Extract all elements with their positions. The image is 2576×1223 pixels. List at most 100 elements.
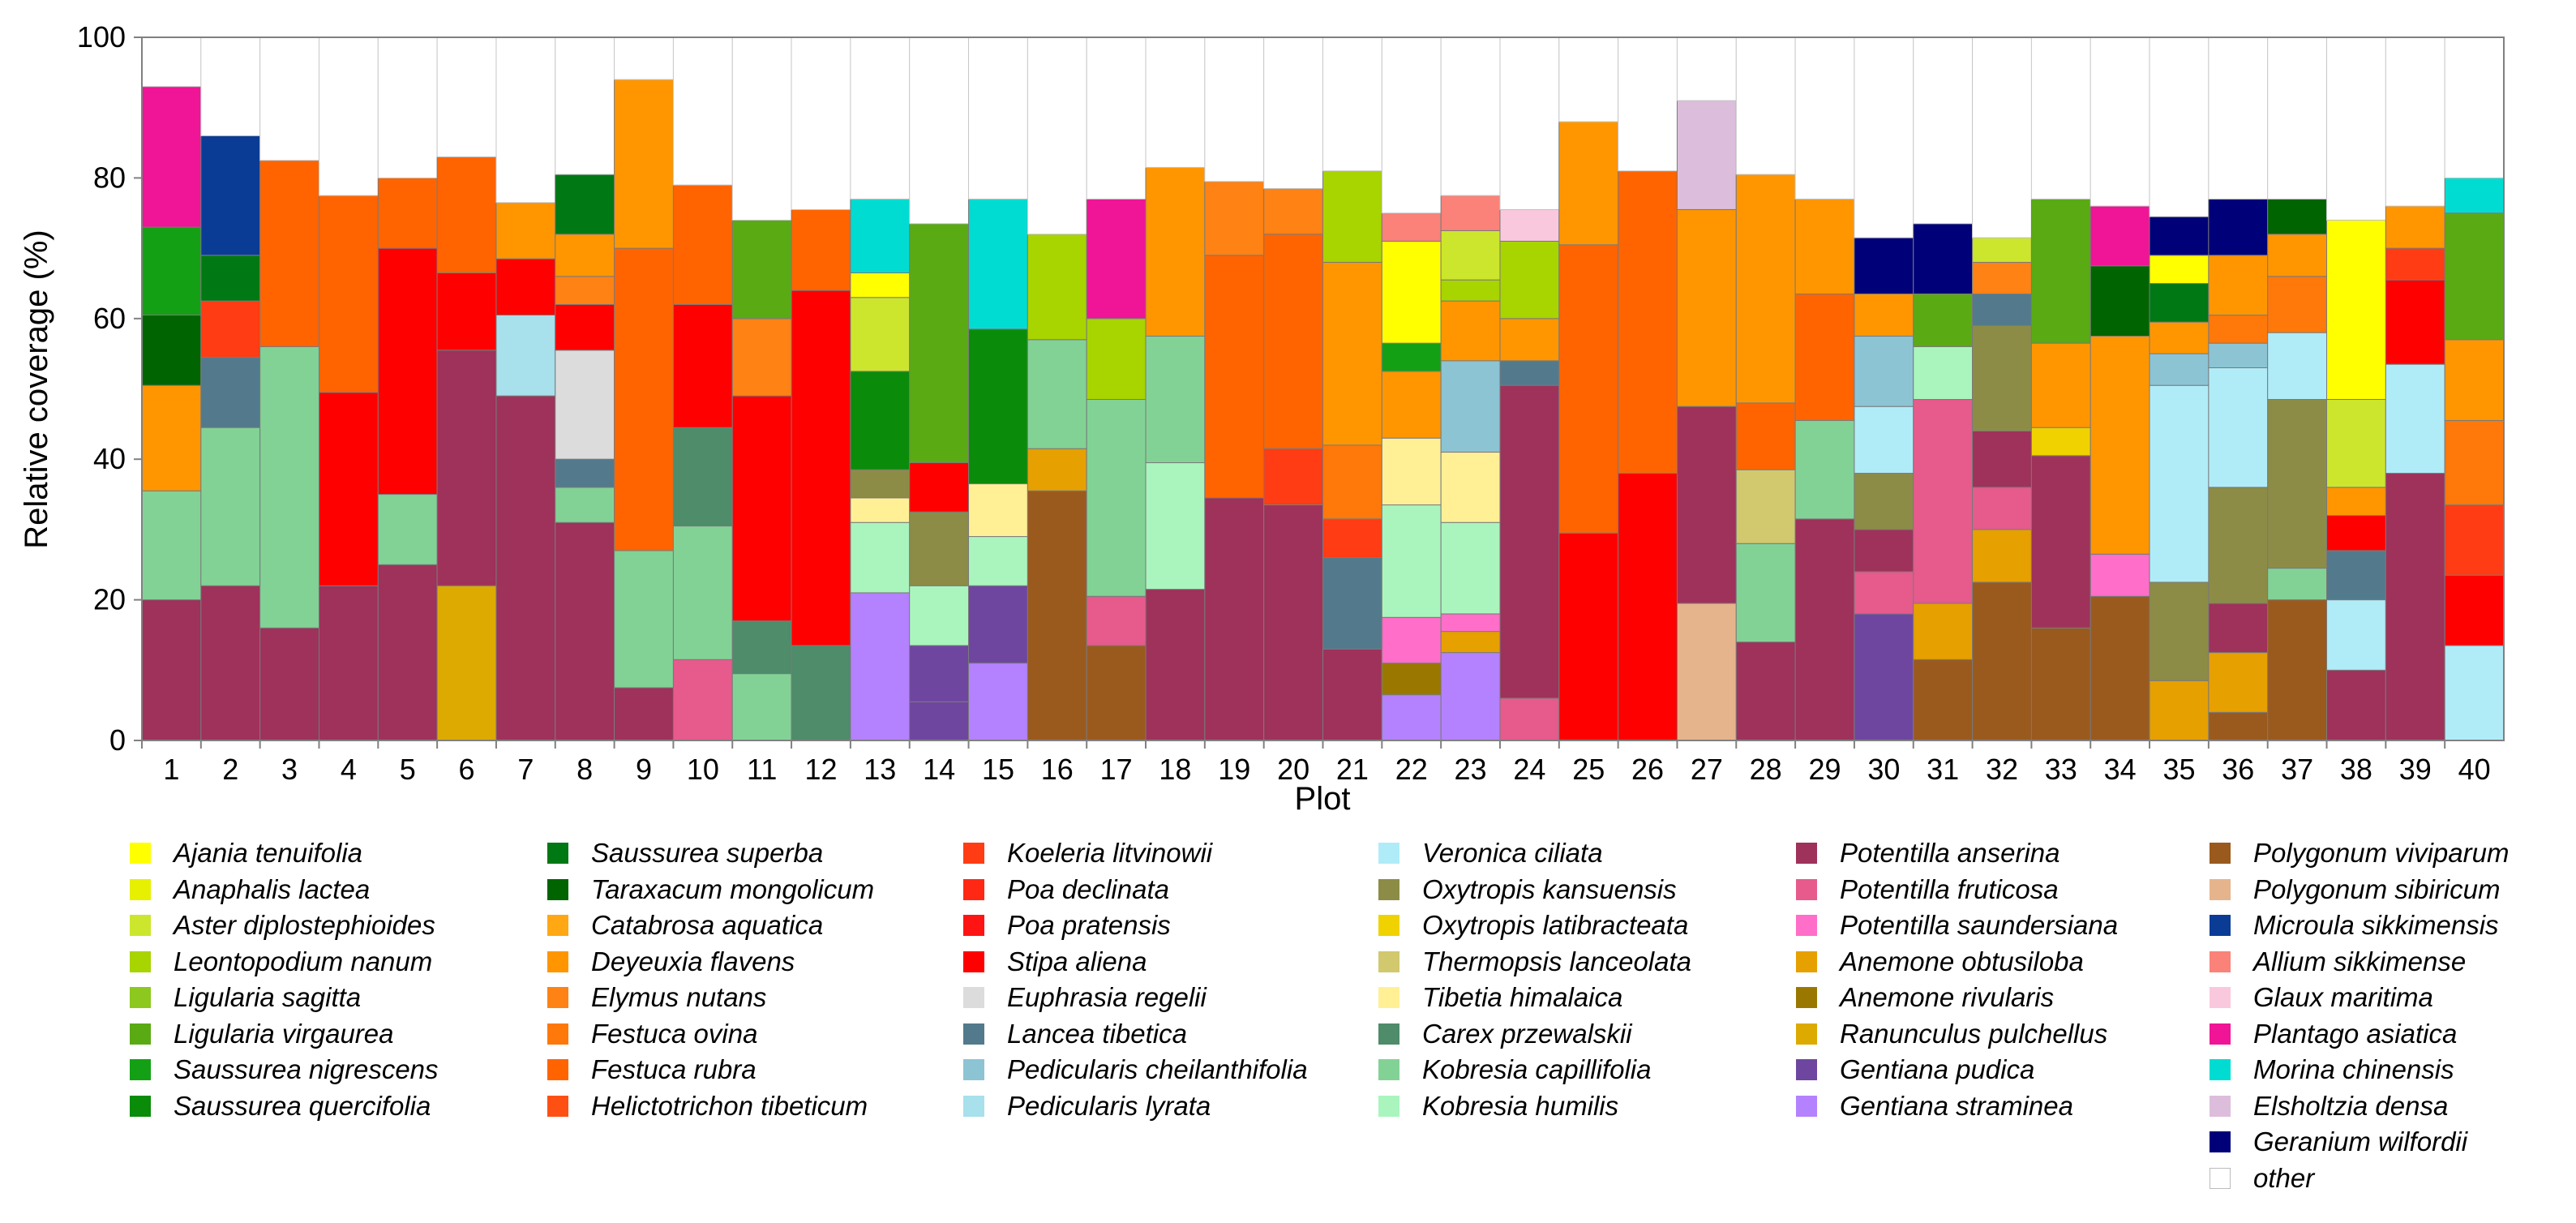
- legend-item-carex-przewalskii: Carex przewalskii: [1378, 1016, 1691, 1053]
- bar-plot-8-other: [555, 36, 615, 175]
- bar-plot-39-deyeuxia-flavens: [2385, 205, 2445, 249]
- legend-item-helictotrichon-tibeticum: Helictotrichon tibeticum: [547, 1088, 874, 1125]
- bar-plot-39-veronica-ciliata: [2385, 363, 2445, 474]
- bar-plot-13-saussurea-quercifolia: [850, 371, 911, 470]
- bar-plot-22-saussurea-nigrescens: [1381, 342, 1442, 372]
- legend-label-anemone-rivularis: Anemone rivularis: [1840, 982, 2055, 1013]
- bar-plot-9-kobresia-capillifolia: [614, 550, 674, 689]
- bar-plot-13-other: [850, 36, 911, 200]
- bar-plot-7-potentilla-anserina: [495, 395, 556, 741]
- legend-item-ligularia-virgaurea: Ligularia virgaurea: [130, 1016, 439, 1053]
- legend-label-oxytropis-latibracteata: Oxytropis latibracteata: [1422, 910, 1689, 941]
- bar-plot-25-other: [1558, 36, 1619, 122]
- bar-plot-16-other: [1027, 36, 1087, 235]
- legend-item-anemone-rivularis: Anemone rivularis: [1796, 980, 2118, 1016]
- legend-item-festuca-rubra: Festuca rubra: [547, 1052, 874, 1088]
- legend-label-morina-chinensis: Morina chinensis: [2253, 1054, 2454, 1085]
- bar-plot-29-deyeuxia-flavens: [1794, 198, 1855, 294]
- x-tick-label-20: 20: [1277, 753, 1309, 786]
- bar-plot-10-kobresia-capillifolia: [672, 526, 733, 660]
- bar-plot-31-other: [1913, 36, 1974, 225]
- legend-item-gentiana-straminea: Gentiana straminea: [1796, 1088, 2118, 1125]
- legend-item-catabrosa-aquatica: Catabrosa aquatica: [547, 908, 874, 944]
- legend-swatch-ajania-tenuifolia: [130, 843, 151, 865]
- legend-label-thermopsis-lanceolata: Thermopsis lanceolata: [1422, 946, 1691, 976]
- bar-plot-37-taraxacum-mongolicum: [2267, 198, 2328, 235]
- bar-plot-21-deyeuxia-flavens: [1322, 261, 1382, 446]
- legend-swatch-stipa-aliena: [963, 951, 984, 972]
- bar-plot-13-oxytropis-kansuensis: [850, 469, 911, 499]
- legend-label-saussurea-nigrescens: Saussurea nigrescens: [174, 1054, 439, 1085]
- legend-swatch-potentilla-saundersiana: [1796, 915, 1817, 937]
- bar-plot-1-other: [141, 36, 202, 88]
- legend-swatch-ranunculus-pulchellus: [1796, 1023, 1817, 1045]
- bar-plot-35-ajania-tenuifolia: [2149, 255, 2210, 284]
- bar-plot-34-potentilla-saundersiana: [2090, 553, 2150, 597]
- bar-plot-26-festuca-rubra: [1618, 170, 1678, 474]
- y-axis: 0 20 40 60 80 100: [77, 20, 142, 757]
- x-tick-label-18: 18: [1159, 753, 1191, 786]
- legend-swatch-gentiana-straminea: [1796, 1095, 1817, 1117]
- x-tick-label-10: 10: [687, 753, 719, 786]
- bar-plot-24-lancea-tibetica: [1499, 360, 1560, 386]
- bar-plot-23-gentiana-straminea: [1440, 652, 1501, 741]
- bar-plot-35-pedicularis-cheilanthifolia: [2149, 353, 2210, 386]
- legend-swatch-catabrosa-aquatica: [547, 915, 568, 937]
- bar-plot-40-stipa-aliena: [2444, 574, 2505, 646]
- bar-plot-13-tibetia-himalaica: [850, 497, 911, 523]
- x-tick-label-23: 23: [1455, 753, 1487, 786]
- x-tick-label-32: 32: [1986, 753, 2018, 786]
- y-tick-label-60: 60: [93, 302, 126, 335]
- legend-swatch-poa-declinata: [963, 878, 984, 900]
- bar-plot-32-other: [1972, 36, 2032, 238]
- legend-item-potentilla-anserina: Potentilla anserina: [1796, 835, 2118, 872]
- legend-label-deyeuxia-flavens: Deyeuxia flavens: [591, 946, 795, 976]
- x-tick-label-2: 2: [222, 753, 238, 786]
- legend-swatch-thermopsis-lanceolata: [1378, 951, 1399, 972]
- bar-plot-28-deyeuxia-flavens: [1735, 174, 1796, 404]
- bar-plot-21-leontopodium-nanum: [1322, 170, 1382, 263]
- legend-swatch-saussurea-nigrescens: [130, 1059, 151, 1081]
- bar-plot-5-kobresia-capillifolia: [377, 494, 438, 565]
- bar-plot-15-saussurea-quercifolia: [968, 328, 1028, 485]
- legend: Ajania tenuifolia Anaphalis lactea Aster d…: [130, 835, 2562, 1217]
- bar-plot-22-other: [1381, 36, 1442, 214]
- x-tick-label-27: 27: [1691, 753, 1723, 786]
- legend-swatch-festuca-rubra: [547, 1059, 568, 1081]
- legend-label-aster-diplostephioides: Aster diplostephioides: [174, 910, 435, 941]
- bar-plot-35-veronica-ciliata: [2149, 384, 2210, 583]
- legend-swatch-morina-chinensis: [2210, 1059, 2231, 1081]
- bar-plot-27-elsholtzia-densa: [1676, 100, 1737, 210]
- legend-item-deyeuxia-flavens: Deyeuxia flavens: [547, 944, 874, 981]
- legend-swatch-carex-przewalskii: [1378, 1023, 1399, 1045]
- bar-plot-18-potentilla-anserina: [1145, 589, 1206, 741]
- bar-plot-23-leontopodium-nanum: [1440, 279, 1501, 302]
- bar-plot-19-festuca-rubra: [1204, 255, 1265, 499]
- bar-plot-11-stipa-aliena: [731, 395, 792, 622]
- bar-plot-28-thermopsis-lanceolata: [1735, 469, 1796, 544]
- legend-item-poa-pratensis: Poa pratensis: [963, 908, 1308, 944]
- legend-swatch-polygonum-sibiricum: [2210, 878, 2231, 900]
- bar-plot-37-festuca-ovina: [2267, 276, 2328, 333]
- legend-label-tibetia-himalaica: Tibetia himalaica: [1422, 982, 1623, 1013]
- bar-plot-36-geranium-wilfordii: [2208, 198, 2269, 256]
- legend-swatch-deyeuxia-flavens: [547, 951, 568, 972]
- x-tick-label-6: 6: [459, 753, 475, 786]
- bar-plot-1-deyeuxia-flavens: [141, 384, 202, 491]
- legend-item-potentilla-saundersiana: Potentilla saundersiana: [1796, 908, 2118, 944]
- bar-plot-40-ligularia-virgaurea: [2444, 212, 2505, 341]
- bar-plot-14-stipa-aliena: [909, 462, 970, 513]
- bar-plot-34-polygonum-viviparum: [2090, 595, 2150, 741]
- legend-swatch-veronica-ciliata: [1378, 843, 1399, 865]
- legend-swatch-elymus-nutans: [547, 987, 568, 1009]
- bar-plot-37-polygonum-viviparum: [2267, 599, 2328, 741]
- bar-plot-40-deyeuxia-flavens: [2444, 339, 2505, 422]
- legend-swatch-gentiana-pudica: [1796, 1059, 1817, 1081]
- x-tick-label-21: 21: [1336, 753, 1369, 786]
- legend-label-leontopodium-nanum: Leontopodium nanum: [174, 946, 433, 976]
- bar-plot-23-allium-sikkimense: [1440, 195, 1501, 231]
- legend-item-oxytropis-kansuensis: Oxytropis kansuensis: [1378, 872, 1691, 908]
- legend-swatch-taraxacum-mongolicum: [547, 878, 568, 900]
- x-tick-label-5: 5: [400, 753, 416, 786]
- bar-plot-19-other: [1204, 36, 1265, 182]
